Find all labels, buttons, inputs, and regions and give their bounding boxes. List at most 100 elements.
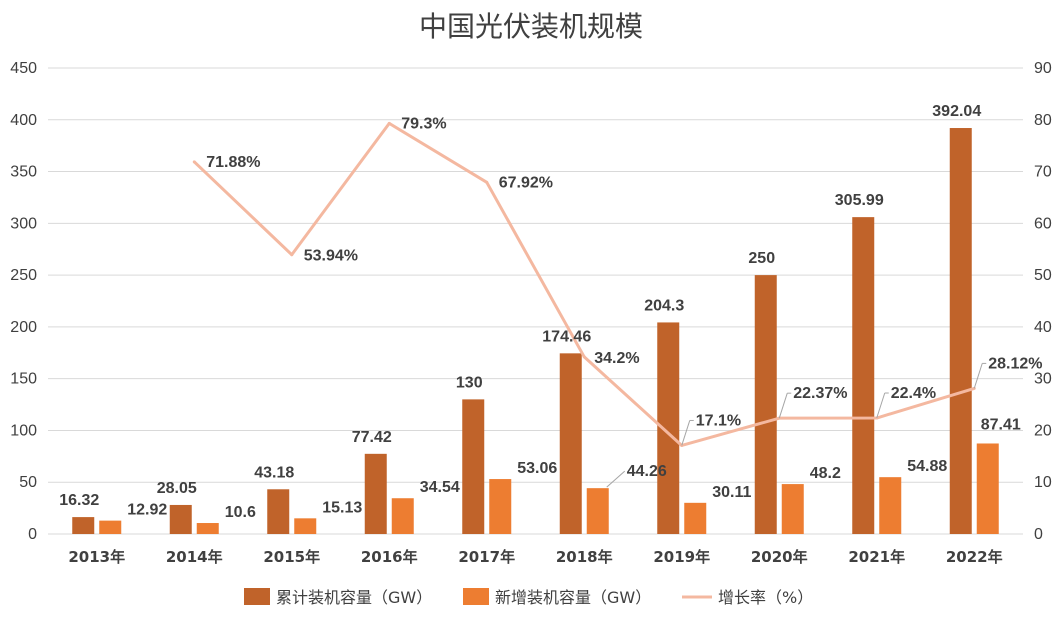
category-label: 2021年 <box>848 548 905 566</box>
right-tick-label: 0 <box>1034 526 1043 543</box>
data-label-new: 48.2 <box>810 465 841 482</box>
bar-cumulative <box>72 517 95 534</box>
data-label-cumulative: 43.18 <box>254 464 294 481</box>
data-label-growth: 79.3% <box>401 115 446 132</box>
bar-new <box>489 479 512 534</box>
data-label-growth: 28.12% <box>988 355 1042 372</box>
legend-swatch-new <box>463 588 489 605</box>
growth-point <box>485 180 489 184</box>
growth-point <box>582 355 586 359</box>
data-label-cumulative: 250 <box>748 250 775 267</box>
bars <box>72 128 999 534</box>
bar-cumulative <box>267 489 290 534</box>
bar-new <box>99 520 122 534</box>
bar-cumulative <box>754 275 777 534</box>
bar-cumulative <box>852 217 875 534</box>
bar-new <box>294 518 317 534</box>
leader-line <box>778 393 788 419</box>
right-tick-label: 10 <box>1034 474 1052 491</box>
bar-cumulative <box>462 399 485 534</box>
data-label-growth: 71.88% <box>206 154 260 171</box>
right-tick-label: 90 <box>1034 60 1052 77</box>
right-tick-label: 40 <box>1034 319 1052 336</box>
data-label-cumulative: 77.42 <box>352 429 392 446</box>
data-label-new: 87.41 <box>981 416 1021 433</box>
right-tick-label: 70 <box>1034 164 1052 181</box>
data-label-cumulative: 204.3 <box>644 297 684 314</box>
data-label-growth: 53.94% <box>304 248 358 265</box>
leader-line <box>876 392 886 419</box>
right-axis-ticks: 0 10 20 30 40 50 60 70 80 90 <box>1034 60 1052 543</box>
data-label-growth: 67.92% <box>499 174 553 191</box>
data-label-new: 53.06 <box>517 460 557 477</box>
left-tick-label: 350 <box>10 164 37 181</box>
leader-line <box>606 470 626 488</box>
bar-cumulative <box>559 353 582 534</box>
legend-label-growth: 增长率（%） <box>718 588 813 607</box>
right-tick-label: 50 <box>1034 267 1052 284</box>
bar-new <box>879 477 902 534</box>
right-tick-label: 20 <box>1034 422 1052 439</box>
category-label: 2022年 <box>946 548 1003 566</box>
data-label-new: 54.88 <box>907 458 947 475</box>
leader-line <box>973 363 983 389</box>
bar-cumulative <box>169 504 192 534</box>
data-label-cumulative: 130 <box>456 374 483 391</box>
left-tick-label: 50 <box>19 474 37 491</box>
leader-line <box>681 420 691 446</box>
data-label-new: 15.13 <box>322 499 362 516</box>
right-tick-label: 60 <box>1034 215 1052 232</box>
bar-cumulative <box>364 453 387 534</box>
bar-new <box>196 523 219 534</box>
chart-title: 中国光伏装机规模 <box>419 10 643 43</box>
data-label-growth: 22.4% <box>891 385 936 402</box>
left-tick-label: 250 <box>10 267 37 284</box>
category-label: 2015年 <box>263 548 320 566</box>
data-labels: 16.32 12.92 28.05 10.6 43.18 15.13 77.42 34.54 1… <box>59 103 1042 521</box>
data-label-cumulative: 305.99 <box>835 192 884 209</box>
category-label: 2014年 <box>166 548 223 566</box>
bar-new <box>391 498 414 534</box>
data-label-growth: 17.1% <box>696 412 741 429</box>
right-tick-label: 80 <box>1034 112 1052 129</box>
category-label: 2018年 <box>556 548 613 566</box>
data-label-cumulative: 28.05 <box>157 480 197 497</box>
bar-new <box>684 502 707 534</box>
left-tick-label: 150 <box>10 371 37 388</box>
data-label-cumulative: 392.04 <box>932 103 981 120</box>
category-label: 2017年 <box>458 548 515 566</box>
category-label: 2019年 <box>653 548 710 566</box>
left-tick-label: 450 <box>10 60 37 77</box>
data-label-new: 30.11 <box>712 484 751 501</box>
data-label-new: 44.26 <box>627 463 667 480</box>
data-label-growth: 34.2% <box>594 350 639 367</box>
category-label: 2020年 <box>751 548 808 566</box>
data-label-new: 12.92 <box>127 502 167 519</box>
left-tick-label: 100 <box>10 422 37 439</box>
data-label-cumulative: 16.32 <box>59 492 99 509</box>
data-label-new: 10.6 <box>225 504 256 521</box>
left-tick-label: 200 <box>10 319 37 336</box>
right-tick-label: 30 <box>1034 371 1052 388</box>
category-labels: 2013年 2014年 2015年 2016年 2017年 2018年 2019年 2020年… <box>68 548 1002 566</box>
data-label-growth: 22.37% <box>793 385 847 402</box>
left-tick-label: 400 <box>10 112 37 129</box>
left-tick-label: 300 <box>10 215 37 232</box>
growth-point <box>290 253 294 257</box>
category-label: 2013年 <box>68 548 125 566</box>
legend-label-cumulative: 累计装机容量（GW） <box>276 588 432 607</box>
data-label-cumulative: 174.46 <box>542 328 591 345</box>
growth-point <box>387 121 391 125</box>
growth-point <box>192 160 196 164</box>
growth-line <box>192 121 976 447</box>
bar-cumulative <box>657 322 680 534</box>
gridlines <box>48 67 1023 535</box>
legend-label-new: 新增装机容量（GW） <box>495 588 651 607</box>
bar-new <box>976 443 999 534</box>
data-label-new: 34.54 <box>420 479 460 496</box>
bar-new <box>586 488 609 534</box>
bar-new <box>781 484 804 534</box>
bar-cumulative <box>949 128 972 534</box>
category-label: 2016年 <box>361 548 418 566</box>
